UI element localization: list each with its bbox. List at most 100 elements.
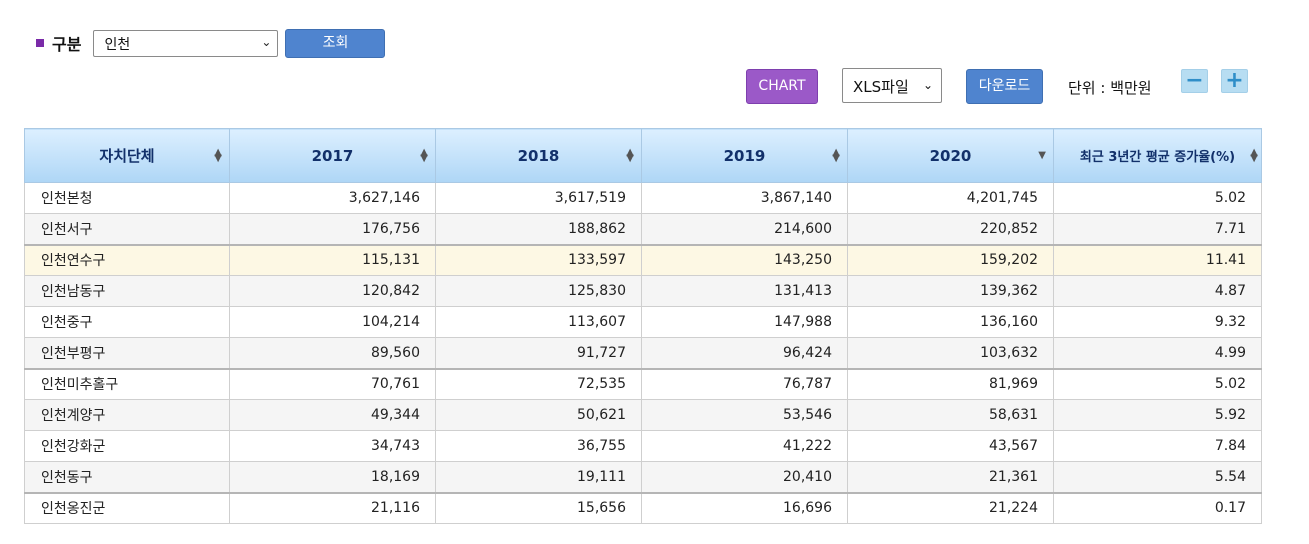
value-cell: 76,787 <box>641 367 848 400</box>
table-row[interactable]: 인천부평구 89,560 91,727 96,424 103,632 4.99 <box>24 337 1262 369</box>
table-row[interactable]: 인천본청 3,627,146 3,617,519 3,867,140 4,201,745… <box>24 182 1262 214</box>
table-row[interactable]: 인천연수구 115,131 133,597 143,250 159,202 11.41 <box>24 243 1262 276</box>
value-cell: 7.71 <box>1053 213 1262 245</box>
value-cell: 89,560 <box>229 337 436 369</box>
table-row[interactable]: 인천동구 18,169 19,111 20,410 21,361 5.54 <box>24 461 1262 493</box>
region-name-cell: 인천옹진군 <box>24 491 230 524</box>
value-cell: 176,756 <box>229 213 436 245</box>
value-cell: 3,617,519 <box>435 182 642 214</box>
sort-icon[interactable]: ▲ ▼ <box>420 147 428 164</box>
value-cell: 34,743 <box>229 430 436 462</box>
value-cell: 20,410 <box>641 461 848 493</box>
table-header-row: 자치단체 ▲ ▼ 2017 ▲ ▼ 2018 ▲ ▼ 2019 ▲ ▼ 2020 ▼ 최근 3년간… <box>24 128 1262 183</box>
table-row[interactable]: 인천남동구 120,842 125,830 131,413 139,362 4.87 <box>24 275 1262 307</box>
table-row[interactable]: 인천강화군 34,743 36,755 41,222 43,567 7.84 <box>24 430 1262 462</box>
value-cell: 5.54 <box>1053 461 1262 493</box>
region-name-cell: 인천중구 <box>24 306 230 338</box>
region-name-cell: 인천서구 <box>24 213 230 245</box>
table-row[interactable]: 인천옹진군 21,116 15,656 16,696 21,224 0.17 <box>24 491 1262 524</box>
region-select[interactable]: 인천 ⌄ <box>93 29 279 57</box>
value-cell: 18,169 <box>229 461 436 493</box>
column-header-2018[interactable]: 2018 ▲ ▼ <box>435 128 642 183</box>
value-cell: 15,656 <box>435 491 642 524</box>
column-header-2020[interactable]: 2020 ▼ <box>847 128 1054 183</box>
sort-desc-icon[interactable]: ▼ <box>1038 150 1046 161</box>
region-name-cell: 인천부평구 <box>24 337 230 369</box>
unit-label: 단위 : 백만원 <box>1068 79 1152 97</box>
value-cell: 4.99 <box>1053 337 1262 369</box>
table-row[interactable]: 인천서구 176,756 188,862 214,600 220,852 7.71 <box>24 213 1262 245</box>
value-cell: 21,361 <box>847 461 1054 493</box>
value-cell: 43,567 <box>847 430 1054 462</box>
value-cell: 220,852 <box>847 213 1054 245</box>
column-header-region[interactable]: 자치단체 ▲ ▼ <box>24 128 230 183</box>
value-cell: 9.32 <box>1053 306 1262 338</box>
chevron-down-icon: ⌄ <box>922 78 933 92</box>
zoom-in-button[interactable]: + <box>1221 69 1248 93</box>
value-cell: 115,131 <box>229 243 436 276</box>
value-cell: 3,627,146 <box>229 182 436 214</box>
file-format-value: XLS파일 <box>853 78 909 96</box>
sort-icon[interactable]: ▲ ▼ <box>626 147 634 164</box>
value-cell: 58,631 <box>847 399 1054 431</box>
value-cell: 81,969 <box>847 367 1054 400</box>
value-cell: 16,696 <box>641 491 848 524</box>
value-cell: 5.02 <box>1053 367 1262 400</box>
region-name-cell: 인천동구 <box>24 461 230 493</box>
value-cell: 104,214 <box>229 306 436 338</box>
region-name-cell: 인천강화군 <box>24 430 230 462</box>
value-cell: 4.87 <box>1053 275 1262 307</box>
table-row[interactable]: 인천계양구 49,344 50,621 53,546 58,631 5.92 <box>24 399 1262 431</box>
sort-icon[interactable]: ▲ ▼ <box>832 147 840 164</box>
region-name-cell: 인천미추홀구 <box>24 367 230 400</box>
table-row[interactable]: 인천미추홀구 70,761 72,535 76,787 81,969 5.02 <box>24 367 1262 400</box>
toolbar: CHART XLS파일 ⌄ 다운로드 단위 : 백만원 − + <box>0 68 1309 108</box>
column-header-growth-rate[interactable]: 최근 3년간 평균 증가율(%) ▲ ▼ <box>1053 128 1262 183</box>
value-cell: 143,250 <box>641 243 848 276</box>
value-cell: 3,867,140 <box>641 182 848 214</box>
value-cell: 96,424 <box>641 337 848 369</box>
column-header-2019[interactable]: 2019 ▲ ▼ <box>641 128 848 183</box>
value-cell: 7.84 <box>1053 430 1262 462</box>
value-cell: 136,160 <box>847 306 1054 338</box>
value-cell: 41,222 <box>641 430 848 462</box>
square-bullet-icon <box>36 39 44 47</box>
search-button[interactable]: 조회 <box>285 28 386 58</box>
value-cell: 139,362 <box>847 275 1054 307</box>
data-table: 자치단체 ▲ ▼ 2017 ▲ ▼ 2018 ▲ ▼ 2019 ▲ ▼ 2020 ▼ 최근 3년간… <box>24 128 1262 524</box>
region-name-cell: 인천연수구 <box>24 243 230 276</box>
file-format-select[interactable]: XLS파일 ⌄ <box>842 68 942 103</box>
value-cell: 91,727 <box>435 337 642 369</box>
filter-label: 구분 <box>52 35 82 54</box>
value-cell: 19,111 <box>435 461 642 493</box>
value-cell: 147,988 <box>641 306 848 338</box>
chevron-down-icon: ⌄ <box>261 34 272 49</box>
value-cell: 70,761 <box>229 367 436 400</box>
zoom-out-button[interactable]: − <box>1181 69 1208 93</box>
value-cell: 120,842 <box>229 275 436 307</box>
value-cell: 36,755 <box>435 430 642 462</box>
download-button[interactable]: 다운로드 <box>966 69 1043 104</box>
value-cell: 188,862 <box>435 213 642 245</box>
sort-icon[interactable]: ▲ ▼ <box>214 147 222 164</box>
column-header-2017[interactable]: 2017 ▲ ▼ <box>229 128 436 183</box>
region-name-cell: 인천본청 <box>24 182 230 214</box>
sort-icon[interactable]: ▲ ▼ <box>1250 147 1258 164</box>
value-cell: 21,116 <box>229 491 436 524</box>
value-cell: 5.02 <box>1053 182 1262 214</box>
value-cell: 49,344 <box>229 399 436 431</box>
value-cell: 11.41 <box>1053 243 1262 276</box>
filter-row: 구분 인천 ⌄ 조회 <box>36 28 386 58</box>
value-cell: 113,607 <box>435 306 642 338</box>
value-cell: 21,224 <box>847 491 1054 524</box>
value-cell: 72,535 <box>435 367 642 400</box>
value-cell: 131,413 <box>641 275 848 307</box>
value-cell: 5.92 <box>1053 399 1262 431</box>
value-cell: 159,202 <box>847 243 1054 276</box>
chart-button[interactable]: CHART <box>746 69 818 104</box>
region-select-value: 인천 <box>104 36 131 53</box>
value-cell: 53,546 <box>641 399 848 431</box>
table-row[interactable]: 인천중구 104,214 113,607 147,988 136,160 9.32 <box>24 306 1262 338</box>
value-cell: 125,830 <box>435 275 642 307</box>
region-name-cell: 인천남동구 <box>24 275 230 307</box>
